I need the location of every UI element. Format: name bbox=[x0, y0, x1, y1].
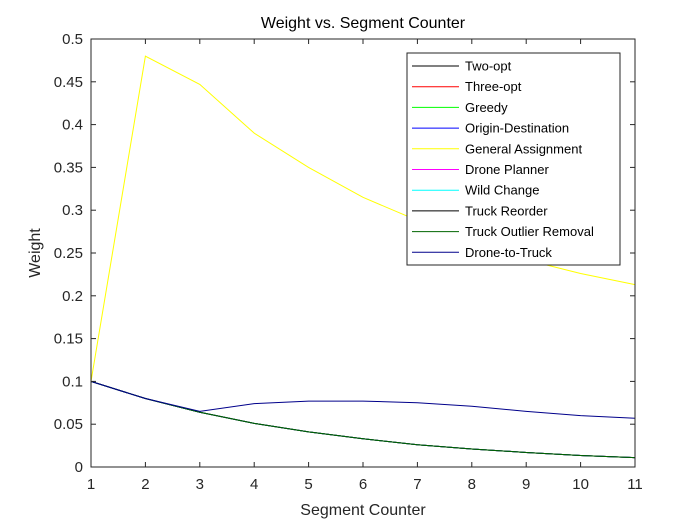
chart-title: Weight vs. Segment Counter bbox=[261, 15, 466, 32]
legend-entry-label: Truck Reorder bbox=[465, 203, 548, 218]
legend-entry-label: Drone-to-Truck bbox=[465, 245, 552, 260]
x-tick-label: 6 bbox=[359, 476, 367, 493]
legend-entry-label: Three-opt bbox=[465, 79, 522, 94]
x-tick-label: 5 bbox=[304, 476, 312, 493]
x-tick-label: 8 bbox=[468, 476, 476, 493]
legend-entry-label: Wild Change bbox=[465, 183, 539, 198]
y-tick-label: 0.4 bbox=[62, 117, 83, 134]
y-tick-label: 0.5 bbox=[62, 31, 83, 48]
legend: Two-opt Three-opt Greedy Origin-Destination… bbox=[406, 52, 621, 266]
y-tick-label: 0 bbox=[75, 459, 83, 476]
x-tick-label: 7 bbox=[413, 476, 421, 493]
series-line-8 bbox=[90, 380, 636, 459]
x-tick-label: 2 bbox=[141, 476, 149, 493]
legend-entry-label: General Assignment bbox=[465, 141, 582, 156]
series-line-9 bbox=[90, 380, 636, 419]
legend-box bbox=[406, 52, 621, 266]
legend-entry-label: Two-opt bbox=[465, 59, 512, 74]
legend-entry-label: Origin-Destination bbox=[465, 121, 569, 136]
x-axis-label: Segment Counter bbox=[300, 502, 426, 519]
y-tick-label: 0.1 bbox=[62, 373, 83, 390]
ticks-layer: 1 2 3 4 5 6 7 8 9 10 11 0 0.05 0.1 0.15 0.2 0.25 0.3 0.35 0… bbox=[54, 31, 643, 493]
x-tick-label: 1 bbox=[87, 476, 95, 493]
y-tick-label: 0.05 bbox=[54, 416, 83, 433]
y-tick-label: 0.45 bbox=[54, 74, 83, 91]
y-tick-label: 0.2 bbox=[62, 288, 83, 305]
x-tick-label: 10 bbox=[572, 476, 589, 493]
x-tick-label: 11 bbox=[627, 476, 643, 493]
series-layer bbox=[90, 55, 636, 459]
x-tick-label: 3 bbox=[196, 476, 204, 493]
legend-entry-label: Drone Planner bbox=[465, 162, 549, 177]
legend-entry-label: Truck Outlier Removal bbox=[465, 224, 594, 239]
y-tick-label: 0.15 bbox=[54, 331, 83, 348]
y-axis-label: Weight bbox=[27, 228, 44, 278]
x-tick-label: 4 bbox=[250, 476, 258, 493]
y-tick-label: 0.25 bbox=[54, 245, 83, 262]
legend-entry-label: Greedy bbox=[465, 100, 508, 115]
y-tick-label: 0.3 bbox=[62, 202, 83, 219]
x-tick-label: 9 bbox=[522, 476, 530, 493]
y-tick-label: 0.35 bbox=[54, 159, 83, 176]
